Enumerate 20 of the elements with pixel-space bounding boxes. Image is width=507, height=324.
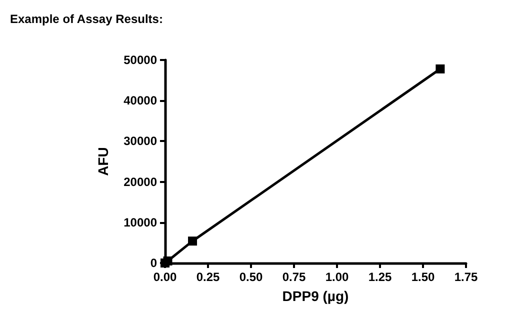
point [436,64,445,74]
x-tick-label: 1.75 [454,270,478,284]
point [163,256,172,266]
y-axis-title: AFU [95,147,111,176]
y-tick-label: 20000 [124,174,158,189]
x-tick-label: 0.25 [196,270,220,284]
y-tick-label: 50000 [124,53,158,67]
point [188,236,198,246]
x-axis-title: DPP9 (µg) [282,288,349,304]
x-tick-label: 1.50 [411,270,435,284]
x-tick-label: 0.50 [239,270,263,284]
y-tick-label: 10000 [124,215,158,230]
x-tick-label: 1.25 [368,270,392,284]
y-tick-label: 0 [150,256,158,270]
x-tick-label: 0.00 [153,270,177,284]
x-tick-label: 1.00 [325,270,349,284]
chart-title: Example of Assay Results: [10,12,163,26]
y-tick-label: 30000 [124,134,158,148]
y-tick-label: 40000 [124,94,158,108]
x-tick-label: 0.75 [282,270,306,284]
